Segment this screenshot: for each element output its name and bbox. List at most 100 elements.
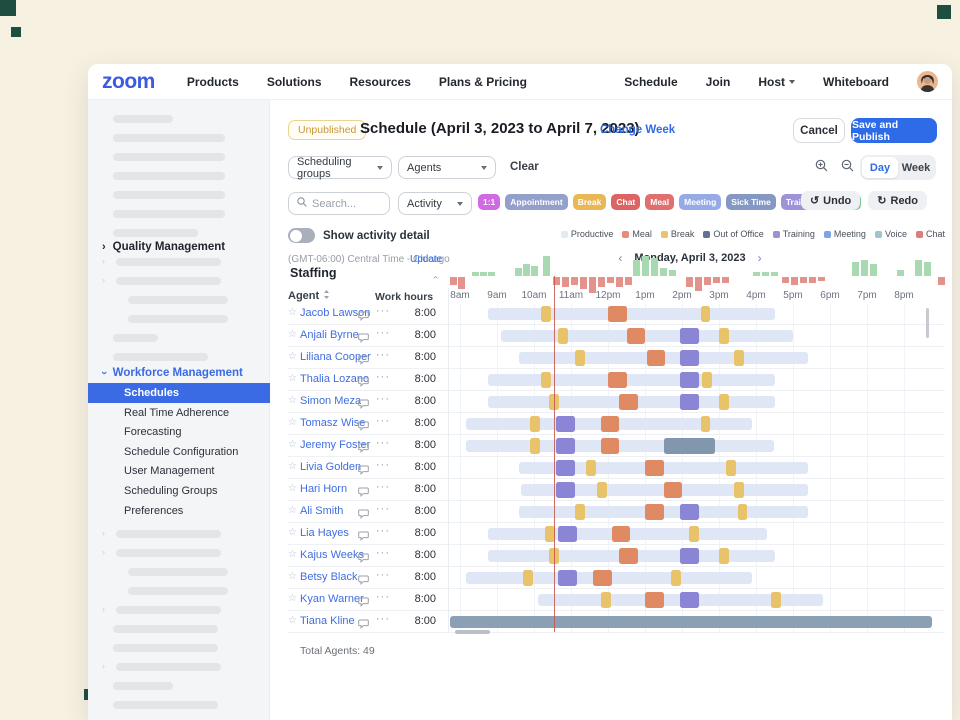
star-icon[interactable]: ☆ [288, 615, 297, 626]
more-options-button[interactable]: ··· [376, 459, 390, 471]
activity-chip-meal[interactable]: Meal [645, 194, 675, 210]
star-icon[interactable]: ☆ [288, 461, 297, 472]
more-options-button[interactable]: ··· [376, 393, 390, 405]
star-icon[interactable]: ☆ [288, 527, 297, 538]
bar-segment-training[interactable] [556, 416, 575, 432]
agent-name-link[interactable]: Tomasz Wise [300, 417, 366, 429]
star-icon[interactable]: ☆ [288, 417, 297, 428]
schedule-bar-out-of-office[interactable] [450, 616, 932, 628]
bar-segment-break[interactable] [689, 526, 700, 542]
nav-link-resources[interactable]: Resources [349, 74, 411, 89]
bar-segment-break[interactable] [733, 350, 744, 366]
agent-name-link[interactable]: Lia Hayes [300, 527, 349, 539]
scheduling-groups-dropdown[interactable]: Scheduling groups [288, 156, 392, 180]
nav-link-whiteboard[interactable]: Whiteboard [823, 74, 889, 89]
schedule-bar[interactable] [465, 440, 775, 452]
comment-icon[interactable] [358, 352, 369, 370]
agent-name-link[interactable]: Tiana Kline [300, 615, 355, 627]
bar-segment-meal[interactable] [619, 394, 638, 410]
bar-segment-meal[interactable] [600, 416, 620, 432]
nav-link-schedule[interactable]: Schedule [624, 74, 678, 89]
bar-segment-meal[interactable] [608, 372, 627, 388]
more-options-button[interactable]: ··· [376, 437, 390, 449]
agent-name-link[interactable]: Anjali Byrne [300, 329, 359, 341]
bar-segment-training[interactable] [680, 592, 699, 608]
sidebar-item-preferences[interactable]: Preferences [124, 504, 184, 517]
comment-icon[interactable] [358, 506, 369, 524]
bar-segment-meal[interactable] [593, 570, 612, 586]
nav-link-join[interactable]: Join [705, 74, 731, 89]
bar-segment-training[interactable] [680, 350, 699, 366]
star-icon[interactable]: ☆ [288, 329, 297, 340]
change-week-link[interactable]: Change Week [600, 124, 676, 136]
nav-link-plans-pricing[interactable]: Plans & Pricing [438, 74, 527, 89]
sidebar-item-real-time-adherence[interactable]: Real Time Adherence [124, 406, 230, 419]
comment-icon[interactable] [358, 396, 369, 414]
comment-icon[interactable] [358, 572, 369, 590]
bar-segment-meal[interactable] [626, 328, 645, 344]
bar-segment-break[interactable] [522, 570, 533, 586]
comment-icon[interactable] [358, 550, 369, 568]
more-options-button[interactable]: ··· [376, 569, 390, 581]
bar-segment-training[interactable] [556, 460, 575, 476]
bar-segment-meal[interactable] [646, 350, 666, 366]
star-icon[interactable]: ☆ [288, 395, 297, 406]
sort-icon[interactable] [323, 290, 330, 302]
bar-segment-training[interactable] [680, 504, 699, 520]
sidebar-item-forecasting[interactable]: Forecasting [124, 426, 182, 439]
bar-segment-break[interactable] [530, 416, 541, 432]
star-icon[interactable]: ☆ [288, 505, 297, 516]
agents-dropdown[interactable]: Agents [398, 156, 496, 179]
bar-segment-break[interactable] [548, 548, 559, 564]
bar-segment-break[interactable] [541, 306, 552, 322]
redo-button[interactable]: ↻ Redo [868, 191, 927, 210]
search-input[interactable]: Search... [288, 192, 390, 215]
bar-segment-ooo[interactable] [663, 438, 716, 454]
more-options-button[interactable]: ··· [376, 503, 390, 515]
star-icon[interactable]: ☆ [288, 307, 297, 318]
bar-segment-training[interactable] [680, 548, 699, 564]
bar-segment-break[interactable] [700, 306, 711, 322]
bar-segment-meal[interactable] [611, 526, 631, 542]
agent-name-link[interactable]: Liliana Cooper [300, 351, 371, 363]
bar-segment-meal[interactable] [645, 460, 664, 476]
agent-column-header[interactable]: Agent [288, 290, 330, 302]
bar-segment-break[interactable] [719, 328, 729, 344]
agent-name-link[interactable]: Jeremy Foster [300, 439, 371, 451]
sidebar-item-user-management[interactable]: User Management [124, 465, 215, 478]
nav-link-products[interactable]: Products [186, 74, 239, 89]
star-icon[interactable]: ☆ [288, 571, 297, 582]
agent-name-link[interactable]: Simon Meza [300, 395, 362, 407]
schedule-bar[interactable] [500, 330, 793, 342]
bar-segment-meal[interactable] [645, 504, 664, 520]
agent-name-link[interactable]: Betsy Black [300, 571, 358, 583]
bar-segment-break[interactable] [733, 482, 744, 498]
activity-chip-1-1[interactable]: 1:1 [478, 194, 501, 210]
activity-chip-sick-time[interactable]: Sick Time [726, 194, 776, 210]
more-options-button[interactable]: ··· [376, 371, 390, 383]
more-options-button[interactable]: ··· [376, 591, 390, 603]
comment-icon[interactable] [358, 594, 369, 612]
agent-name-link[interactable]: Hari Horn [300, 483, 348, 495]
more-options-button[interactable]: ··· [376, 305, 390, 317]
bar-segment-break[interactable] [548, 394, 559, 410]
bar-segment-break[interactable] [600, 592, 611, 608]
activity-chip-break[interactable]: Break [572, 194, 607, 210]
agent-name-link[interactable]: Livia Golden [300, 461, 362, 473]
comment-icon[interactable] [358, 418, 369, 436]
comment-icon[interactable] [358, 440, 369, 458]
next-day-icon[interactable]: › [757, 251, 762, 265]
activity-chip-chat[interactable]: Chat [611, 194, 641, 210]
bar-segment-training[interactable] [558, 526, 577, 542]
sidebar-item-scheduling-groups[interactable]: Scheduling Groups [124, 485, 218, 497]
bar-segment-training[interactable] [556, 482, 575, 498]
comment-icon[interactable] [358, 308, 369, 326]
bar-segment-training[interactable] [558, 570, 577, 586]
bar-segment-training[interactable] [680, 328, 699, 344]
agent-name-link[interactable]: Jacob Lawson [300, 307, 371, 319]
nav-link-solutions[interactable]: Solutions [266, 74, 322, 89]
bar-segment-meal[interactable] [619, 548, 638, 564]
update-link[interactable]: Update [410, 254, 443, 265]
bar-segment-break[interactable] [530, 438, 541, 454]
tab-week[interactable]: Week [901, 161, 931, 174]
